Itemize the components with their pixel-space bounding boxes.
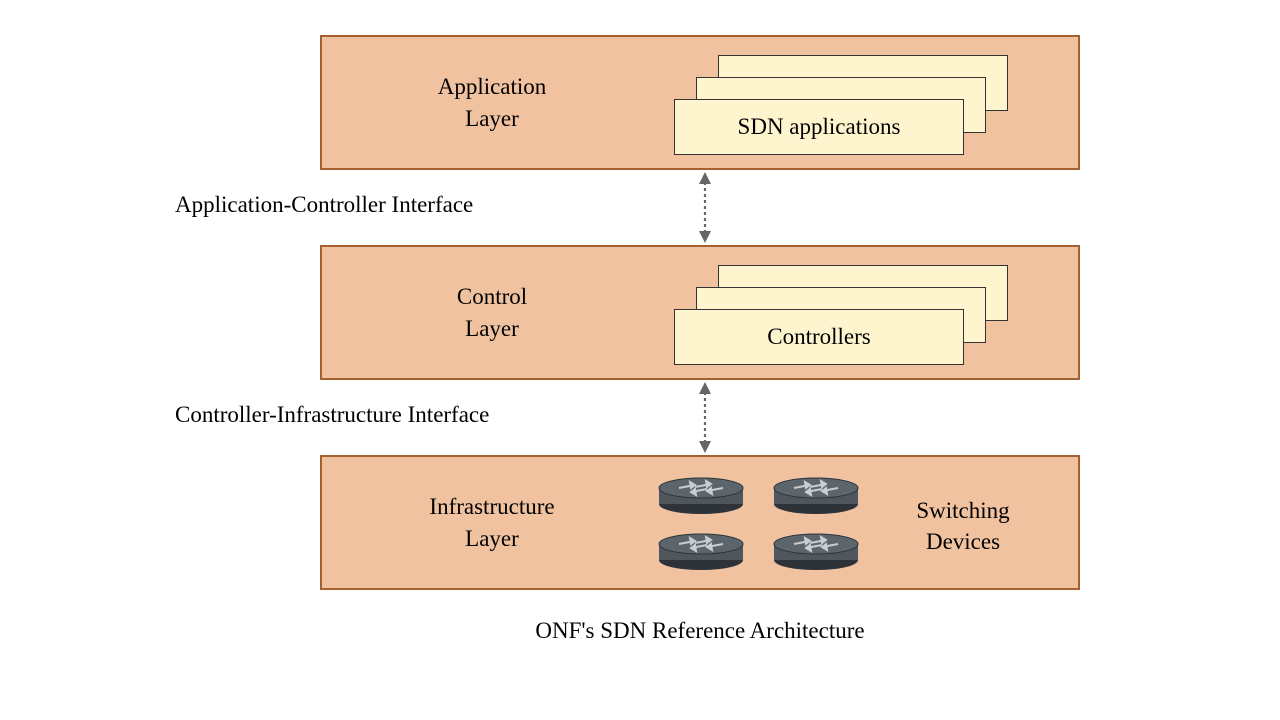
switching-devices-group (657, 475, 867, 575)
layer-infrastructure-label: Infrastructure Layer (377, 491, 607, 553)
layer-control-label: Control Layer (377, 281, 607, 343)
double-arrow-icon (695, 170, 715, 245)
controllers-stack: Controllers (674, 265, 1008, 365)
layer-control: Control Layer Controllers (320, 245, 1080, 380)
layer-title-line: Application (438, 74, 547, 99)
double-arrow-icon (695, 380, 715, 455)
layer-application-label: Application Layer (377, 71, 607, 133)
sdn-architecture-diagram: Application Layer SDN applications Appli… (320, 35, 1080, 644)
router-icon (772, 477, 860, 515)
layer-title-line: Layer (465, 106, 519, 131)
layer-infrastructure: Infrastructure Layer (320, 455, 1080, 590)
layer-application: Application Layer SDN applications (320, 35, 1080, 170)
router-icon (657, 533, 745, 571)
interface-label: Controller-Infrastructure Interface (175, 402, 489, 428)
right-label-line: Switching (916, 498, 1009, 523)
sdn-applications-stack: SDN applications (674, 55, 1008, 155)
stack-card-label: Controllers (767, 324, 871, 350)
interface-label: Application-Controller Interface (175, 192, 473, 218)
stack-card-label: SDN applications (738, 114, 901, 140)
layer-title-line: Control (457, 284, 527, 309)
router-icon (772, 533, 860, 571)
stack-card-front: Controllers (674, 309, 964, 365)
layer-title-line: Layer (465, 526, 519, 551)
interface-controller-infra: Controller-Infrastructure Interface (320, 380, 1080, 455)
interface-app-controller: Application-Controller Interface (320, 170, 1080, 245)
layer-title-line: Infrastructure (429, 494, 554, 519)
right-label-line: Devices (926, 529, 1000, 554)
diagram-caption: ONF's SDN Reference Architecture (320, 618, 1080, 644)
stack-card-front: SDN applications (674, 99, 964, 155)
layer-title-line: Layer (465, 316, 519, 341)
router-icon (657, 477, 745, 515)
switching-devices-label: Switching Devices (888, 495, 1038, 557)
